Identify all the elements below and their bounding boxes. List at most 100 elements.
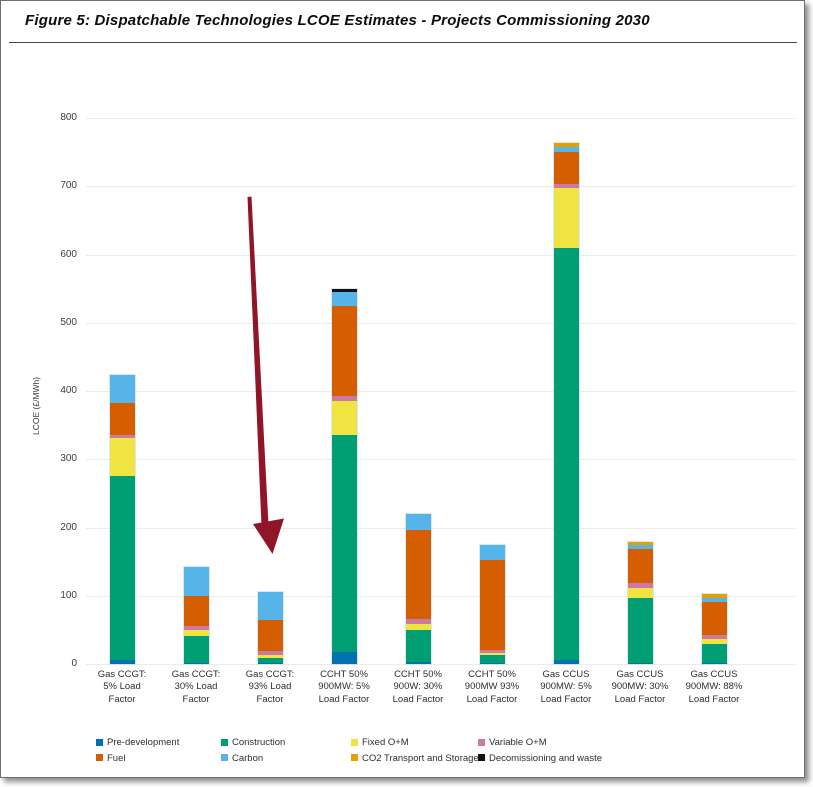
bar-7 [552, 142, 580, 665]
bar-segment-variable-o-m [109, 434, 135, 439]
x-tick-label-1: Gas CCGT: 5% Load Factor [97, 669, 147, 705]
bar-segment-construction [405, 629, 431, 662]
bar-segment-carbon [553, 147, 579, 153]
bar-segment-variable-o-m [553, 184, 579, 189]
figure-title: Figure 5: Dispatchable Technologies LCOE… [25, 12, 650, 29]
bar-segment-pre-development [479, 662, 505, 664]
gridline-200 [86, 527, 795, 529]
bar-3 [256, 591, 284, 665]
bar-segment-fuel [405, 530, 431, 619]
gridline-700 [86, 186, 795, 188]
gridline-0 [86, 664, 795, 665]
legend-label: Decomissioning and waste [489, 752, 603, 764]
legend-swatch-icon [221, 738, 228, 746]
bar-segment-fixed-o-m [479, 653, 505, 656]
bar-segment-fuel [257, 620, 283, 652]
gridline-600 [86, 254, 795, 256]
gridline-500 [86, 322, 795, 324]
bar-segment-variable-o-m [257, 651, 283, 656]
bar-segment-variable-o-m [331, 395, 357, 401]
legend-item-fuel: Fuel [96, 753, 125, 764]
bar-segment-carbon [257, 592, 283, 621]
bar-segment-carbon [331, 292, 357, 306]
gridline-100 [86, 595, 795, 597]
bar-segment-fixed-o-m [257, 655, 283, 658]
legend-swatch-icon [478, 754, 485, 761]
bar-segment-construction [627, 597, 653, 664]
bar-segment-fixed-o-m [183, 629, 209, 637]
x-tick-label-5: CCHT 50% 900W: 30% Load Factor [392, 669, 444, 705]
bar-segment-co2-transport-and-storage [553, 143, 579, 148]
bar-segment-fixed-o-m [331, 400, 357, 436]
bar-segment-fixed-o-m [553, 188, 579, 249]
bar-6 [478, 543, 506, 666]
plot-area [86, 118, 795, 666]
legend-swatch-icon [351, 738, 358, 746]
legend-label: Pre-development [107, 737, 180, 748]
bar-segment-pre-development [331, 651, 357, 664]
y-tick-label-400: 400 [60, 385, 77, 396]
gridline-300 [86, 459, 795, 461]
legend-item-pre-development: Pre-development [96, 737, 179, 748]
x-tick-label-3: Gas CCGT: 93% Load Factor [245, 669, 295, 705]
legend-swatch-icon [351, 754, 358, 761]
legend-swatch-icon [478, 738, 485, 746]
bar-segment-carbon [183, 567, 209, 597]
bar-segment-construction [331, 435, 357, 652]
legend-label: CO2 Transport and Storage [362, 752, 479, 764]
legend-label: Fuel [107, 752, 126, 764]
x-tick-label-2: Gas CCGT: 30% Load Factor [171, 669, 221, 705]
x-tick-label-7: Gas CCUS 900MW: 5% Load Factor [540, 669, 592, 705]
legend-item-variable-o-m: Variable O+M [478, 737, 547, 748]
x-tick-label-4: CCHT 50% 900MW: 5% Load Factor [318, 669, 370, 705]
bar-segment-fuel [183, 596, 209, 626]
figure-frame: Figure 5: Dispatchable Technologies LCOE… [0, 0, 805, 778]
bar-segment-fuel [701, 601, 727, 635]
legend-label: Fixed O+M [362, 737, 409, 748]
bar-segment-pre-development [553, 659, 579, 664]
bar-segment-pre-development [405, 661, 431, 664]
bar-9 [700, 593, 728, 665]
bar-segment-decomissioning-and-waste [331, 289, 357, 293]
bar-segment-construction [183, 636, 209, 663]
bar-segment-pre-development [109, 659, 135, 664]
bar-4 [330, 288, 358, 665]
bar-segment-fuel [479, 560, 505, 650]
legend-label: Carbon [232, 752, 264, 764]
y-tick-label-500: 500 [60, 316, 77, 328]
legend-swatch-icon [96, 738, 103, 746]
bar-segment-construction [257, 657, 283, 664]
bar-segment-carbon [479, 544, 505, 561]
bar-segment-fixed-o-m [405, 623, 431, 630]
gridline-800 [86, 118, 795, 119]
bar-segment-construction [701, 643, 727, 664]
bar-segment-carbon [109, 375, 135, 404]
bar-segment-fuel [109, 403, 135, 435]
y-tick-label-100: 100 [60, 589, 77, 601]
bar-segment-carbon [405, 513, 431, 531]
bar-segment-pre-development [257, 663, 283, 664]
bar-segment-co2-transport-and-storage [627, 541, 653, 546]
legend-item-co2-transport-and-storage: CO2 Transport and Storage [351, 753, 479, 764]
bar-segment-pre-development [627, 663, 653, 664]
bar-segment-construction [109, 476, 135, 660]
x-tick-label-6: CCHT 50% 900MW 93% Load Factor [464, 669, 520, 705]
bar-segment-fuel [553, 152, 579, 185]
bar-segment-fixed-o-m [701, 639, 727, 644]
bar-segment-variable-o-m [405, 618, 431, 624]
bar-segment-variable-o-m [183, 625, 209, 630]
bar-segment-variable-o-m [701, 634, 727, 640]
gridline-400 [86, 391, 795, 392]
bar-segment-construction [553, 248, 579, 660]
bar-5 [404, 512, 432, 666]
legend-label: Construction [232, 737, 286, 748]
bar-segment-fuel [627, 549, 653, 583]
bar-segment-construction [479, 655, 505, 663]
legend-item-construction: Construction [221, 737, 285, 748]
y-tick-label-0: 0 [71, 658, 77, 669]
legend-label: Variable O+M [489, 737, 547, 748]
bar-8 [626, 540, 654, 666]
legend-item-decomissioning-and-waste: Decomissioning and waste [478, 753, 602, 764]
bar-segment-variable-o-m [627, 582, 653, 589]
bar-segment-pre-development [183, 662, 209, 664]
